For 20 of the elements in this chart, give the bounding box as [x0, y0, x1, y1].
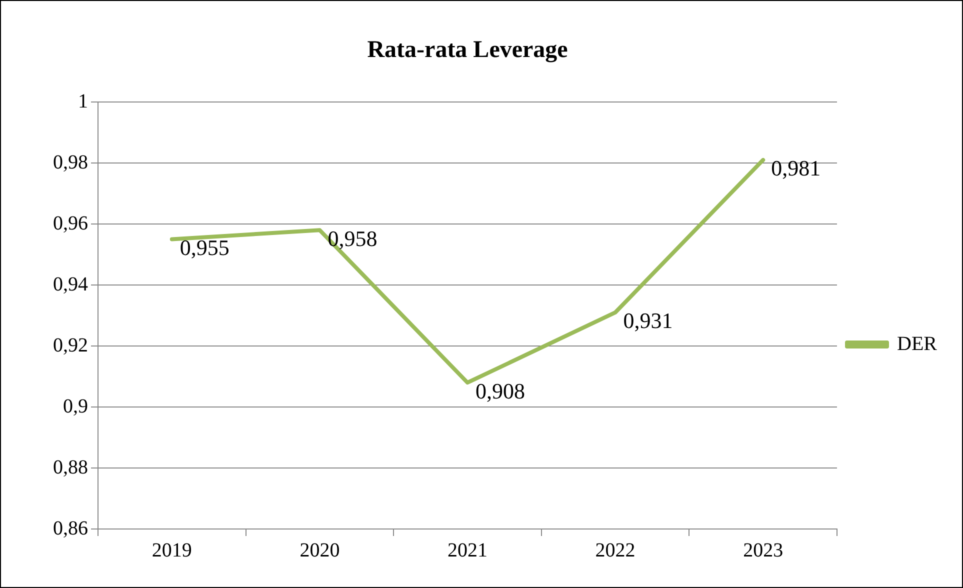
data-label: 0,908 — [476, 378, 525, 404]
legend-label: DER — [897, 332, 938, 355]
y-tick-label: 0,96 — [53, 212, 88, 234]
y-tick-label: 0,92 — [53, 334, 88, 356]
x-tick-label: 2022 — [595, 539, 636, 562]
y-tick-label: 0,86 — [53, 517, 88, 540]
y-tick-label: 1 — [78, 90, 88, 112]
y-tick-label: 0,94 — [53, 273, 88, 296]
y-tick-label: 0,98 — [53, 151, 88, 174]
x-tick-label: 2021 — [448, 539, 488, 562]
data-label: 0,981 — [771, 156, 821, 181]
data-label: 0,958 — [328, 226, 378, 251]
x-tick-label: 2019 — [152, 539, 192, 562]
data-label: 0,931 — [623, 308, 673, 334]
x-tick-label: 2020 — [300, 539, 340, 562]
data-label: 0,955 — [180, 235, 230, 260]
chart-title: Rata-rata Leverage — [367, 37, 568, 64]
x-tick-label: 2023 — [743, 539, 784, 562]
y-tick-label: 0,9 — [63, 395, 88, 418]
y-tick-label: 0,88 — [53, 456, 88, 478]
